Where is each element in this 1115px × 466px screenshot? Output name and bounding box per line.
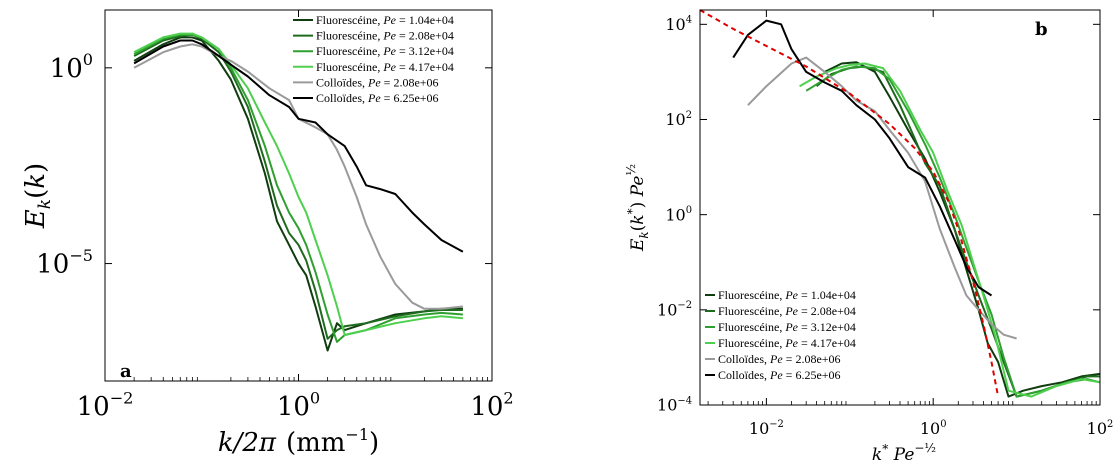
x-tick-label: 100 <box>920 419 947 438</box>
x-tick-label: 102 <box>1087 419 1114 438</box>
legend-entry: Colloïdes, Pe = 6.25e+06 <box>718 368 841 382</box>
y-tick-label: 10−4 <box>657 395 692 414</box>
x-tick-label: 10−2 <box>77 388 134 422</box>
panel-label: b <box>1035 19 1048 40</box>
series-line-4 <box>799 62 1101 398</box>
series-line-6 <box>732 19 993 297</box>
legend-entry: Fluorescéine, Pe = 2.08e+04 <box>718 304 856 318</box>
x-tick-label: 102 <box>470 388 513 422</box>
series-line-4 <box>133 32 463 336</box>
chart-panel-b: 10−2 100 102 10−4 10−2 100 102 104 k* Pe−½ Ek(k*)… <box>624 9 1114 465</box>
legend: Fluorescéine, Pe = 1.04e+04 Fluorescéine,… <box>705 288 856 382</box>
series-line-5 <box>133 43 464 310</box>
legend-entry: Colloïdes, Pe = 2.08e+06 <box>316 75 439 89</box>
legend-entry: Fluorescéine, Pe = 4.17e+04 <box>316 60 454 74</box>
legend-entry: Fluorescéine, Pe = 3.12e+04 <box>316 44 454 58</box>
x-tick-label: 10−2 <box>749 419 784 438</box>
y-axis-label: Ek(k) <box>21 163 55 229</box>
legend-entry: Fluorescéine, Pe = 4.17e+04 <box>718 336 856 350</box>
series-line-fit <box>699 9 1000 397</box>
series-line-1 <box>824 61 1101 398</box>
legend-entry: Colloïdes, Pe = 2.08e+06 <box>718 352 841 366</box>
legend-entry: Fluorescéine, Pe = 1.04e+04 <box>718 288 856 302</box>
legend: Fluorescéine, Pe = 1.04e+04 Fluorescéine,… <box>293 13 454 105</box>
y-axis-label: Ek(k*) Pe½ <box>624 164 651 252</box>
panel-label: a <box>120 361 132 382</box>
x-axis-label: k* Pe−½ <box>872 441 936 465</box>
y-tick-label: 104 <box>665 15 692 34</box>
legend-entry: Colloïdes, Pe = 6.25e+06 <box>316 91 439 105</box>
y-tick-label: 102 <box>665 110 692 129</box>
y-tick-label: 100 <box>50 50 93 84</box>
series-line-3 <box>805 65 1101 398</box>
series-line-6 <box>133 39 464 253</box>
y-tick-label: 100 <box>665 205 692 224</box>
y-tick-label: 10−2 <box>657 300 692 319</box>
x-axis-label: k/2π (mm−1) <box>218 425 379 458</box>
legend-entry: Fluorescéine, Pe = 1.04e+04 <box>316 13 454 27</box>
legend-entry: Fluorescéine, Pe = 3.12e+04 <box>718 320 856 334</box>
y-tick-label: 10−5 <box>36 246 93 280</box>
legend-entry: Fluorescéine, Pe = 2.08e+04 <box>316 29 454 43</box>
x-tick-label: 100 <box>277 388 320 422</box>
